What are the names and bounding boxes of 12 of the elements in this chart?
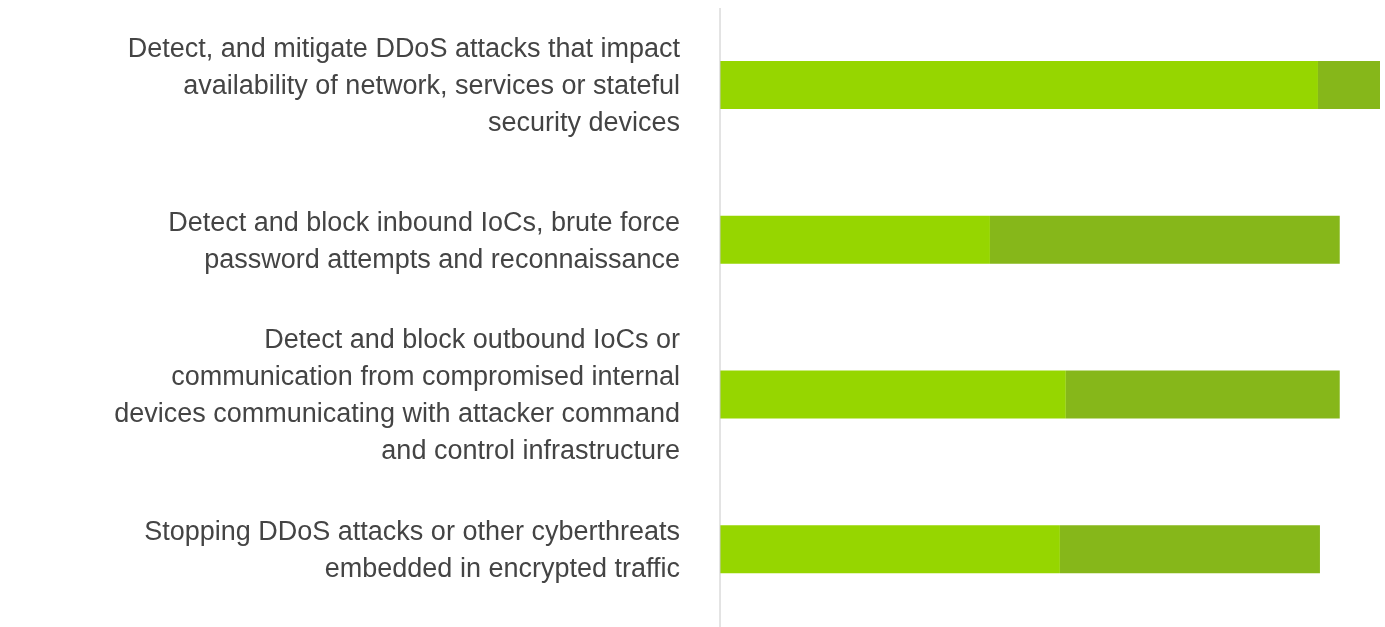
y-tick-label: Detect, and mitigate DDoS attacks that impact availability of network, services or stateful security devices [127, 33, 681, 138]
y-tick-label: Detect and block inbound IoCs, brute force password attempts and reconnaissance [168, 206, 680, 274]
bar [720, 525, 1060, 574]
y-tick-label: Detect and block outbound IoCs or communication from compromised internal devices communicating with attacker command and control infrastructure [114, 324, 680, 466]
bar [1065, 370, 1340, 419]
bar [720, 61, 1318, 109]
bar [1059, 525, 1320, 574]
y-tick-label: Stopping DDoS attacks or other cyberthreats embedded in encrypted traffic [144, 516, 680, 584]
bar [1317, 61, 1380, 109]
bar [989, 215, 1340, 264]
bar [720, 215, 990, 264]
bar [720, 370, 1066, 419]
